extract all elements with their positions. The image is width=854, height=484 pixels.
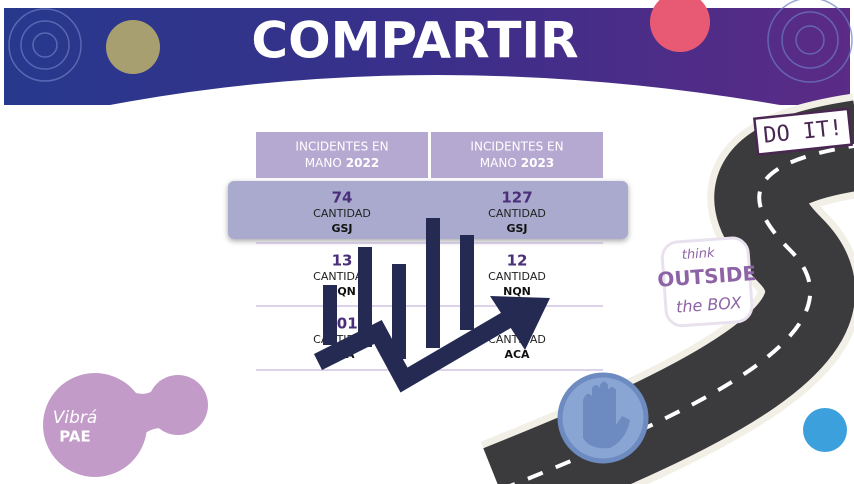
logo-blob	[43, 373, 208, 477]
cell-label: CANTIDAD	[488, 270, 546, 283]
logo-text: PAE	[59, 428, 90, 446]
growth-icon	[313, 218, 550, 393]
deco-circle	[650, 0, 710, 52]
deco-circle	[106, 20, 160, 74]
header-line: MANO	[480, 156, 517, 170]
header-text: INCIDENTES EN	[295, 140, 388, 154]
hand-icon	[557, 372, 649, 464]
cell-value: 12	[507, 252, 528, 270]
cell-label: CANTIDAD	[313, 207, 371, 220]
header-year: 2023	[521, 156, 554, 170]
road	[480, 93, 854, 484]
header-text: MANO 2022	[305, 156, 379, 170]
header-line: MANO	[305, 156, 342, 170]
deco-circle	[803, 408, 847, 452]
cell-label: CANTIDAD	[313, 270, 371, 283]
do-it-sticker: DO IT!	[752, 107, 853, 156]
cell-label: CANTIDAD	[488, 207, 546, 220]
header-cell	[256, 132, 428, 178]
think: think	[681, 246, 715, 263]
cell-code: NQN	[503, 285, 531, 298]
highlight-row	[228, 181, 628, 239]
banner	[4, 8, 850, 105]
logo-text: Vibrá	[53, 408, 98, 428]
rings	[8, 0, 853, 83]
table: INCIDENTES EN MANO 2022 INCIDENTES EN MANO 20…	[295, 140, 563, 362]
header-year: 2022	[346, 156, 379, 170]
cell-code: ACA	[504, 348, 530, 361]
cell-value: 13	[332, 252, 353, 270]
title: COMPARTIR	[251, 12, 578, 70]
think-sticker: think OUTSIDE the BOX	[657, 236, 757, 328]
the-box: the BOX	[675, 293, 743, 317]
cell-code: GSJ	[331, 222, 352, 235]
header-text: MANO 2023	[480, 156, 554, 170]
header-text: INCIDENTES EN	[470, 140, 563, 154]
header-cell	[431, 132, 603, 178]
cell-value: 74	[332, 189, 353, 207]
cell-code: GSJ	[506, 222, 527, 235]
cell-value: 127	[501, 189, 532, 207]
